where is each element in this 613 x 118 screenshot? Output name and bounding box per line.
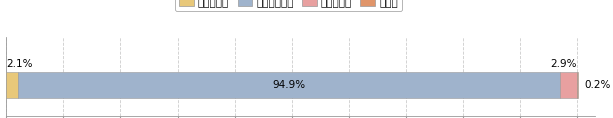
Text: 94.9%: 94.9% (273, 80, 306, 90)
Text: 2.9%: 2.9% (550, 59, 577, 69)
Legend: 確保できる, 確保できない, 分からない, 無回答: 確保できる, 確保できない, 分からない, 無回答 (175, 0, 402, 11)
Text: 2.1%: 2.1% (6, 59, 32, 69)
Bar (577, 72, 578, 98)
Text: 0.2%: 0.2% (584, 80, 611, 90)
Bar (560, 72, 577, 98)
Bar (18, 72, 560, 98)
Bar (6, 72, 18, 98)
